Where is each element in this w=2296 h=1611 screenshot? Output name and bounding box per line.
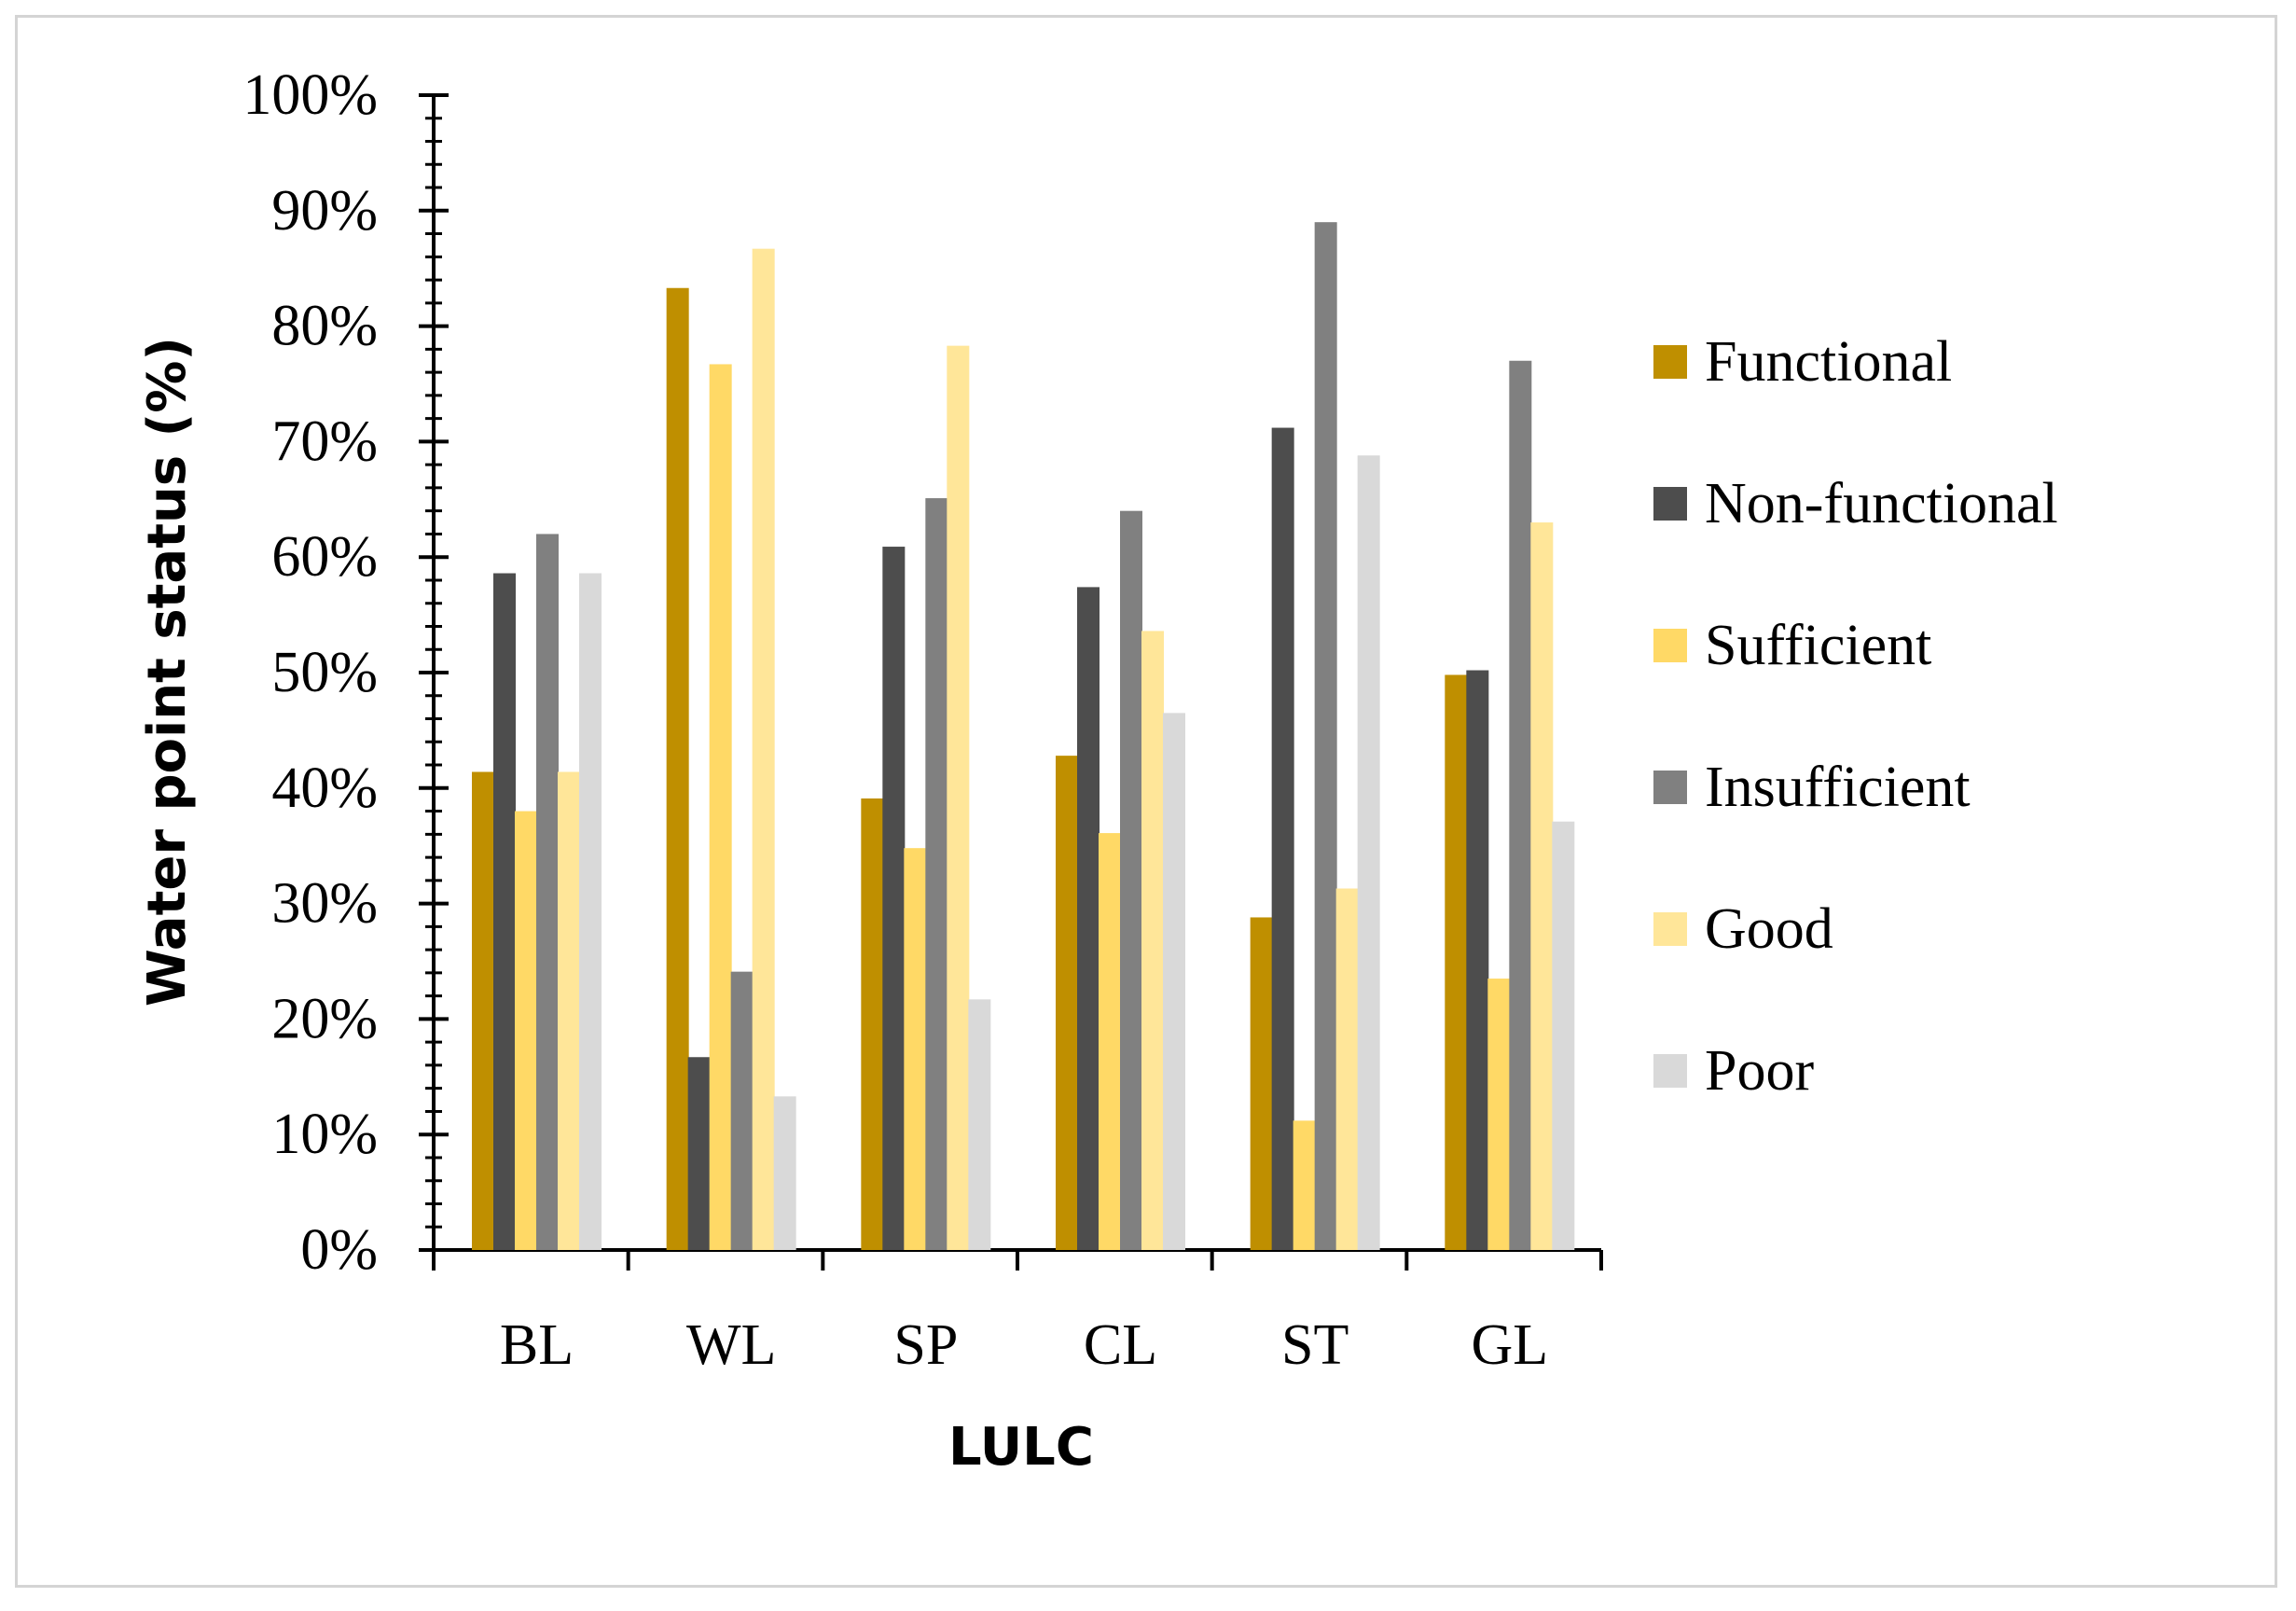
bar-functional-st	[1250, 917, 1273, 1250]
bar-functional-cl	[1056, 756, 1078, 1250]
bar-poor-bl	[579, 573, 602, 1250]
bar-sufficient-gl	[1487, 979, 1511, 1250]
bar-poor-sp	[968, 999, 991, 1250]
bar-non-functional-wl	[687, 1057, 711, 1250]
legend: Functional Non-functional Sufficient Insuff…	[1653, 330, 2058, 1103]
x-axis-title: LULC	[948, 1417, 1094, 1478]
bars	[472, 222, 1575, 1251]
legend-label: Poor	[1705, 1039, 1814, 1103]
x-tick-label: ST	[1281, 1313, 1349, 1377]
x-tick-label: WL	[686, 1313, 776, 1377]
bar-insufficient-gl	[1509, 360, 1532, 1250]
bar-sufficient-st	[1293, 1120, 1316, 1250]
x-tick-label: BL	[500, 1313, 574, 1377]
bar-non-functional-gl	[1466, 670, 1489, 1250]
bar-good-bl	[558, 771, 580, 1250]
y-tick-label: 80%	[271, 295, 378, 358]
legend-label: Good	[1705, 897, 1833, 961]
bar-insufficient-wl	[730, 971, 754, 1250]
bar-good-wl	[752, 248, 775, 1250]
x-tick-label: GL	[1472, 1313, 1549, 1377]
bar-poor-st	[1357, 455, 1380, 1251]
y-tick-label: 10%	[271, 1103, 378, 1166]
bar-insufficient-bl	[536, 534, 559, 1250]
legend-label: Non-functional	[1705, 472, 2058, 535]
bar-functional-wl	[666, 287, 689, 1251]
bar-functional-bl	[472, 771, 494, 1250]
legend-swatch	[1653, 345, 1687, 379]
x-tick-label: SP	[893, 1313, 958, 1377]
bar-poor-gl	[1552, 821, 1575, 1250]
bar-functional-sp	[861, 798, 884, 1250]
y-axis-title: Water point status (%)	[137, 337, 198, 1007]
y-tick-label: 90%	[271, 179, 378, 243]
bar-sufficient-sp	[904, 848, 927, 1250]
bar-good-cl	[1141, 631, 1164, 1250]
bar-good-sp	[947, 345, 970, 1250]
legend-swatch	[1653, 487, 1687, 521]
x-tick-label: CL	[1084, 1313, 1157, 1377]
legend-swatch	[1653, 629, 1687, 662]
bar-insufficient-sp	[925, 498, 948, 1250]
bar-functional-gl	[1445, 674, 1468, 1250]
legend-swatch	[1653, 771, 1687, 804]
legend-swatch	[1653, 1054, 1687, 1088]
y-tick-label: 30%	[271, 872, 378, 936]
y-tick-label: 70%	[271, 410, 378, 473]
bar-good-st	[1335, 888, 1359, 1250]
y-axis: 0% 10% 20% 30% 40% 50% 60% 70% 80% 90% 100%	[242, 63, 449, 1282]
legend-label: Sufficient	[1705, 614, 1931, 677]
bar-good-gl	[1530, 522, 1554, 1250]
bar-sufficient-cl	[1099, 833, 1121, 1250]
y-tick-label: 50%	[271, 641, 378, 704]
bar-poor-wl	[773, 1096, 796, 1250]
bar-non-functional-sp	[882, 547, 906, 1250]
bar-sufficient-wl	[709, 364, 732, 1251]
legend-label: Functional	[1705, 330, 1952, 394]
bar-sufficient-bl	[515, 811, 537, 1250]
legend-swatch	[1653, 912, 1687, 946]
bar-non-functional-st	[1271, 427, 1294, 1250]
bar-insufficient-cl	[1120, 510, 1142, 1250]
legend-label: Insufficient	[1705, 756, 1971, 819]
x-axis: BL WL SP CL ST GL	[432, 1248, 1603, 1377]
y-tick-label: 100%	[242, 63, 378, 127]
bar-poor-cl	[1163, 713, 1185, 1250]
y-tick-label: 20%	[271, 987, 378, 1050]
bar-non-functional-bl	[493, 573, 516, 1250]
bar-non-functional-cl	[1077, 587, 1100, 1250]
y-tick-label: 0%	[300, 1218, 378, 1282]
y-tick-label: 60%	[271, 525, 378, 589]
bar-insufficient-st	[1314, 222, 1337, 1251]
y-tick-label: 40%	[271, 757, 378, 820]
